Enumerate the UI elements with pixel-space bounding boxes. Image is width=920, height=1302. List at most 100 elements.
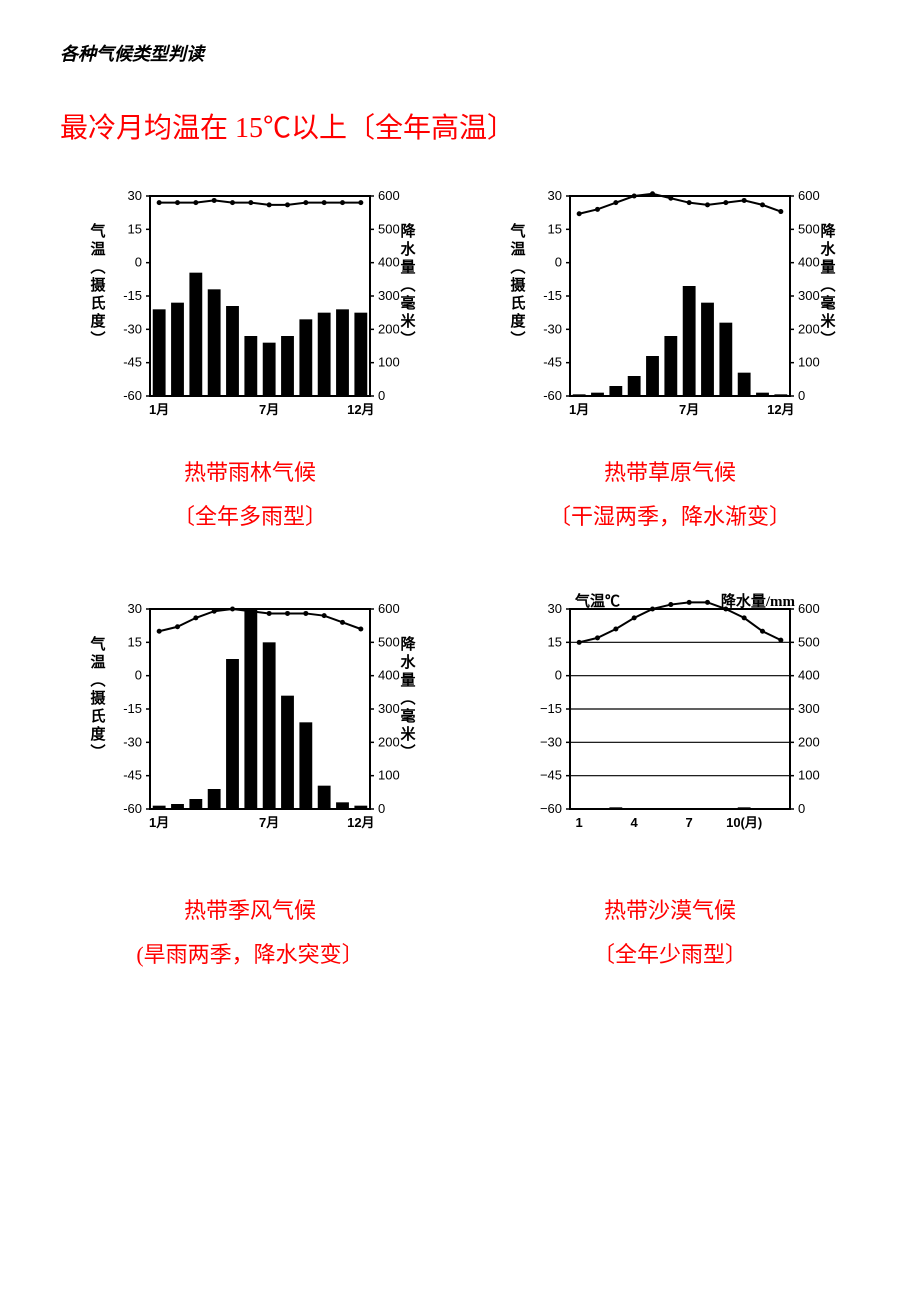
svg-text:1月: 1月	[569, 402, 589, 417]
section-heading: 最冷月均温在 15℃以上〔全年高温〕	[60, 106, 860, 146]
svg-text:-30: -30	[123, 321, 142, 336]
svg-text:︶: ︶	[819, 330, 835, 348]
svg-text:毫: 毫	[400, 294, 415, 312]
svg-text:100: 100	[378, 768, 400, 783]
svg-text:︵: ︵	[399, 278, 415, 294]
svg-text:-15: -15	[543, 288, 562, 303]
svg-text:0: 0	[135, 668, 142, 683]
svg-text:︶: ︶	[399, 330, 415, 348]
svg-text:200: 200	[798, 321, 820, 336]
svg-text:水: 水	[820, 240, 836, 258]
svg-text:度: 度	[90, 312, 106, 330]
svg-text:30: 30	[548, 188, 562, 203]
svg-text:300: 300	[798, 288, 820, 303]
chart-title: 热带沙漠气候	[604, 898, 736, 923]
chart-caption: 热带沙漠气候 〔全年少雨型〕	[593, 889, 747, 977]
svg-text:气: 气	[89, 222, 105, 240]
svg-text:0: 0	[135, 255, 142, 270]
svg-text:15: 15	[128, 634, 142, 649]
svg-text:︶: ︶	[89, 743, 105, 761]
svg-text:-45: -45	[123, 355, 142, 370]
svg-text:200: 200	[378, 321, 400, 336]
svg-text:15: 15	[128, 221, 142, 236]
svg-text:300: 300	[378, 288, 400, 303]
svg-text:7: 7	[686, 815, 693, 830]
svg-text:毫: 毫	[400, 707, 415, 725]
svg-text:0: 0	[555, 668, 562, 683]
chart-title: 热带雨林气候	[184, 460, 316, 485]
svg-text:降水量/mm: 降水量/mm	[721, 592, 796, 610]
svg-text:-60: -60	[543, 388, 562, 403]
svg-text:7月: 7月	[259, 815, 279, 830]
svg-text:气: 气	[509, 222, 525, 240]
svg-text:米: 米	[820, 312, 836, 330]
svg-text:米: 米	[400, 312, 416, 330]
chart-row-2: 30150-15-30-45-6060050040030020010001月7月…	[60, 589, 860, 977]
svg-text:摄: 摄	[510, 276, 526, 294]
svg-text:100: 100	[378, 355, 400, 370]
svg-text:︵: ︵	[509, 260, 525, 276]
chart-block-savanna: 30150-15-30-45-6060050040030020010001月7月…	[480, 176, 860, 539]
climate-chart-savanna: 30150-15-30-45-6060050040030020010001月7月…	[500, 176, 840, 436]
svg-text:1月: 1月	[149, 815, 169, 830]
chart-caption: 热带雨林气候 〔全年多雨型〕	[173, 451, 327, 539]
svg-text:-45: -45	[543, 355, 562, 370]
chart-block-desert: 30150−15−30−45−6060050040030020010001471…	[480, 589, 860, 977]
svg-text:量: 量	[400, 672, 415, 689]
svg-text:摄: 摄	[90, 689, 106, 707]
svg-text:-30: -30	[543, 321, 562, 336]
chart-subtitle: 〔干湿两季，降水渐变〕	[549, 495, 791, 539]
climate-chart-rainforest: 30150-15-30-45-6060050040030020010001月7月…	[80, 176, 420, 436]
svg-text:温: 温	[90, 654, 105, 671]
svg-text:400: 400	[798, 255, 820, 270]
svg-text:摄: 摄	[90, 276, 106, 294]
svg-text:0: 0	[798, 801, 805, 816]
svg-text:降: 降	[820, 222, 836, 240]
svg-text:300: 300	[798, 701, 820, 716]
svg-text:降: 降	[400, 222, 416, 240]
svg-text:500: 500	[378, 221, 400, 236]
svg-text:-15: -15	[123, 288, 142, 303]
document-title: 各种气候类型判读	[60, 40, 860, 66]
chart-subtitle: 〔全年多雨型〕	[173, 495, 327, 539]
svg-text:500: 500	[378, 634, 400, 649]
svg-text:︶: ︶	[399, 743, 415, 761]
svg-text:量: 量	[400, 259, 415, 276]
svg-text:−15: −15	[540, 701, 562, 716]
svg-text:500: 500	[798, 634, 820, 649]
svg-text:-45: -45	[123, 768, 142, 783]
svg-text:温: 温	[510, 241, 525, 258]
svg-text:4: 4	[631, 815, 639, 830]
svg-text:12月: 12月	[347, 815, 374, 830]
svg-text:500: 500	[798, 221, 820, 236]
svg-text:氏: 氏	[90, 707, 105, 725]
svg-text:15: 15	[548, 634, 562, 649]
svg-text:12月: 12月	[347, 402, 374, 417]
svg-text:−45: −45	[540, 768, 562, 783]
svg-text:降: 降	[400, 635, 416, 653]
svg-text:10(月): 10(月)	[726, 815, 762, 830]
svg-text:100: 100	[798, 355, 820, 370]
chart-title: 热带季风气候	[184, 898, 316, 923]
svg-text:︶: ︶	[89, 330, 105, 348]
svg-text:600: 600	[378, 188, 400, 203]
svg-text:氏: 氏	[90, 294, 105, 312]
svg-text:-15: -15	[123, 701, 142, 716]
svg-text:400: 400	[378, 668, 400, 683]
chart-block-monsoon: 30150-15-30-45-6060050040030020010001月7月…	[60, 589, 440, 977]
svg-text:0: 0	[555, 255, 562, 270]
svg-text:200: 200	[378, 734, 400, 749]
svg-text:度: 度	[510, 312, 526, 330]
chart-caption: 热带季风气候 (旱雨两季，降水突变〕	[136, 889, 363, 977]
svg-text:气: 气	[89, 635, 105, 653]
svg-text:-60: -60	[123, 388, 142, 403]
svg-text:-30: -30	[123, 734, 142, 749]
svg-text:︵: ︵	[399, 691, 415, 707]
svg-text:量: 量	[820, 259, 835, 276]
svg-text:200: 200	[798, 734, 820, 749]
svg-text:︵: ︵	[819, 278, 835, 294]
svg-text:1: 1	[576, 815, 583, 830]
svg-text:600: 600	[378, 601, 400, 616]
svg-text:15: 15	[548, 221, 562, 236]
svg-text:100: 100	[798, 768, 820, 783]
